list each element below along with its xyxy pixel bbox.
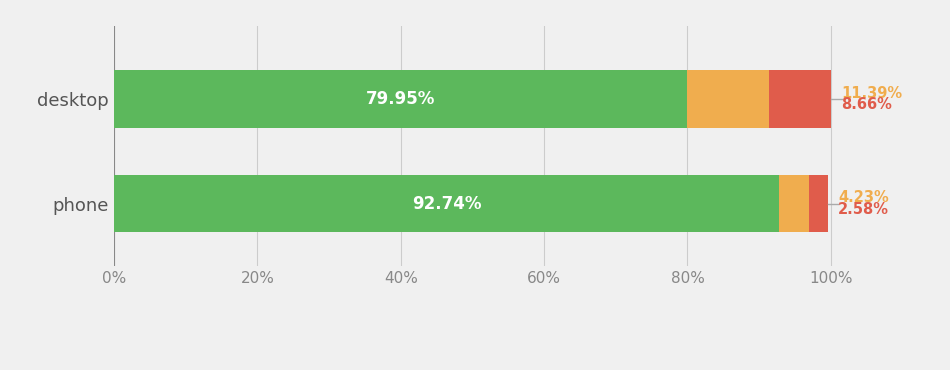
Bar — [769, 70, 831, 128]
Bar — [687, 70, 769, 128]
Text: 11.39%: 11.39% — [842, 86, 902, 101]
Text: 92.74%: 92.74% — [411, 195, 481, 213]
Text: 2.58%: 2.58% — [838, 202, 889, 217]
Bar — [114, 70, 687, 128]
Text: 4.23%: 4.23% — [838, 191, 889, 205]
Text: 79.95%: 79.95% — [366, 90, 435, 108]
Bar — [779, 175, 809, 232]
Text: 8.66%: 8.66% — [842, 97, 892, 112]
Bar — [114, 175, 779, 232]
Bar — [809, 175, 827, 232]
